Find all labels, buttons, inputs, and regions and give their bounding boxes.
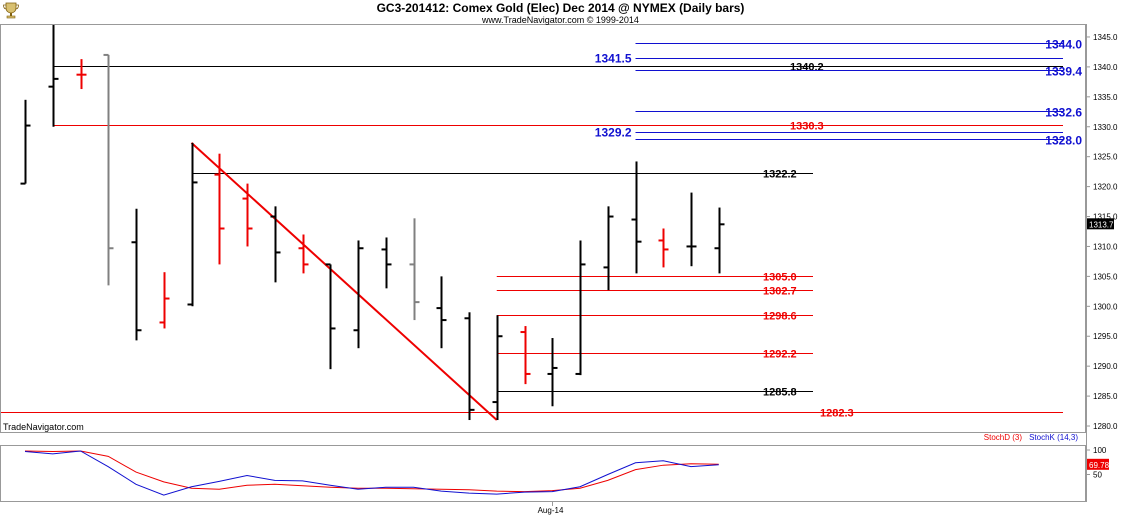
price-bars: [20, 25, 725, 421]
ohlc-bar: [159, 272, 170, 329]
last-price-tag: [1087, 218, 1114, 230]
ohlc-bar: [103, 53, 114, 286]
level-label: 1322.2: [763, 169, 797, 181]
level-label: 1340.2: [790, 62, 824, 74]
price-tick-label: 1345.0: [1093, 33, 1118, 42]
price-panel-frame: [0, 24, 1086, 433]
level-label: 1282.3: [820, 408, 854, 420]
stochk-legend: StochK (14,3): [1029, 433, 1078, 442]
price-tick-label: 1285.0: [1093, 392, 1118, 401]
ohlc-bar: [76, 59, 87, 90]
trendline: [190, 142, 498, 421]
stoch-panel-frame: [0, 445, 1086, 502]
level-label: 1302.7: [763, 286, 797, 298]
stochk-line: [24, 450, 719, 496]
ohlc-bar: [381, 237, 392, 289]
ohlc-bar: [187, 142, 198, 307]
ohlc-bar: [520, 326, 531, 385]
price-tick-label: 1305.0: [1093, 272, 1118, 281]
ohlc-bar: [686, 192, 697, 267]
ohlc-bar: [48, 25, 59, 127]
last-price-label: 1313.7: [1089, 220, 1114, 229]
price-tick-label: 1325.0: [1093, 153, 1118, 162]
level-label: 1305.0: [763, 272, 797, 284]
stoch-lines: [24, 450, 719, 496]
price-tick-label: 1320.0: [1093, 183, 1118, 192]
ohlc-bar: [575, 240, 586, 376]
level-label: 1332.6: [1045, 106, 1082, 120]
date-tick-label: Aug-14: [538, 506, 564, 515]
level-label: 1341.5: [595, 52, 632, 66]
level-label: 1344.0: [1045, 38, 1082, 52]
ohlc-bar: [214, 153, 225, 265]
ohlc-bar: [270, 206, 281, 283]
level-label: 1339.4: [1045, 65, 1082, 79]
watermark-label: TradeNavigator.com: [3, 422, 84, 432]
support-resistance-levels: 1344.0 1341.5 1340.2 1339.4 1332.6 1330.3 1329…: [1, 38, 1082, 420]
ohlc-bar: [353, 240, 364, 349]
stoch-last-label: 69.78: [1089, 461, 1110, 470]
trendline-segment: [190, 142, 498, 421]
stoch-tick-label: 50: [1093, 471, 1102, 480]
ohlc-bar: [409, 218, 420, 321]
level-label: 1292.2: [763, 349, 797, 361]
price-tick-label: 1335.0: [1093, 93, 1118, 102]
ohlc-bar: [714, 207, 725, 274]
ohlc-bar: [603, 206, 614, 291]
trophy-icon: [2, 1, 20, 19]
price-tick-label: 1280.0: [1093, 422, 1118, 431]
ohlc-bar: [631, 161, 642, 274]
ohlc-bar: [464, 312, 475, 421]
stoch-last-tag: [1087, 458, 1109, 470]
level-label: 1328.0: [1045, 134, 1082, 148]
ohlc-bar: [658, 228, 669, 268]
ohlc-bar: [131, 208, 142, 341]
price-tick-label: 1290.0: [1093, 362, 1118, 371]
price-tick-label: 1295.0: [1093, 332, 1118, 341]
price-tick-label: 1310.0: [1093, 242, 1118, 251]
ohlc-bar: [298, 234, 309, 274]
ohlc-bar: [547, 338, 558, 407]
ohlc-bar: [325, 263, 336, 370]
level-label: 1298.6: [763, 311, 797, 323]
price-tick-label: 1330.0: [1093, 123, 1118, 132]
price-tick-label: 1300.0: [1093, 302, 1118, 311]
price-tick-label: 1340.0: [1093, 63, 1118, 72]
level-label: 1330.3: [790, 121, 824, 133]
price-tick-label: 1315.0: [1093, 213, 1118, 222]
chart-title: GC3-201412: Comex Gold (Elec) Dec 2014 @…: [376, 1, 745, 15]
level-label: 1329.2: [595, 126, 632, 140]
ohlc-bar: [492, 315, 503, 421]
stochd-legend: StochD (3): [984, 433, 1023, 442]
ohlc-bar: [20, 99, 31, 185]
ohlc-bar: [436, 276, 447, 349]
level-label: 1285.8: [763, 387, 797, 399]
date-axis: Aug-14: [538, 502, 564, 515]
price-axis: 1345.0 1340.0 1335.0 1330.0 1325.0 1320.0 1315…: [1086, 33, 1118, 431]
chart-subtitle: www.TradeNavigator.com © 1999-2014: [482, 15, 639, 25]
ohlc-bar: [242, 183, 253, 247]
stoch-tick-label: 100: [1093, 446, 1107, 455]
